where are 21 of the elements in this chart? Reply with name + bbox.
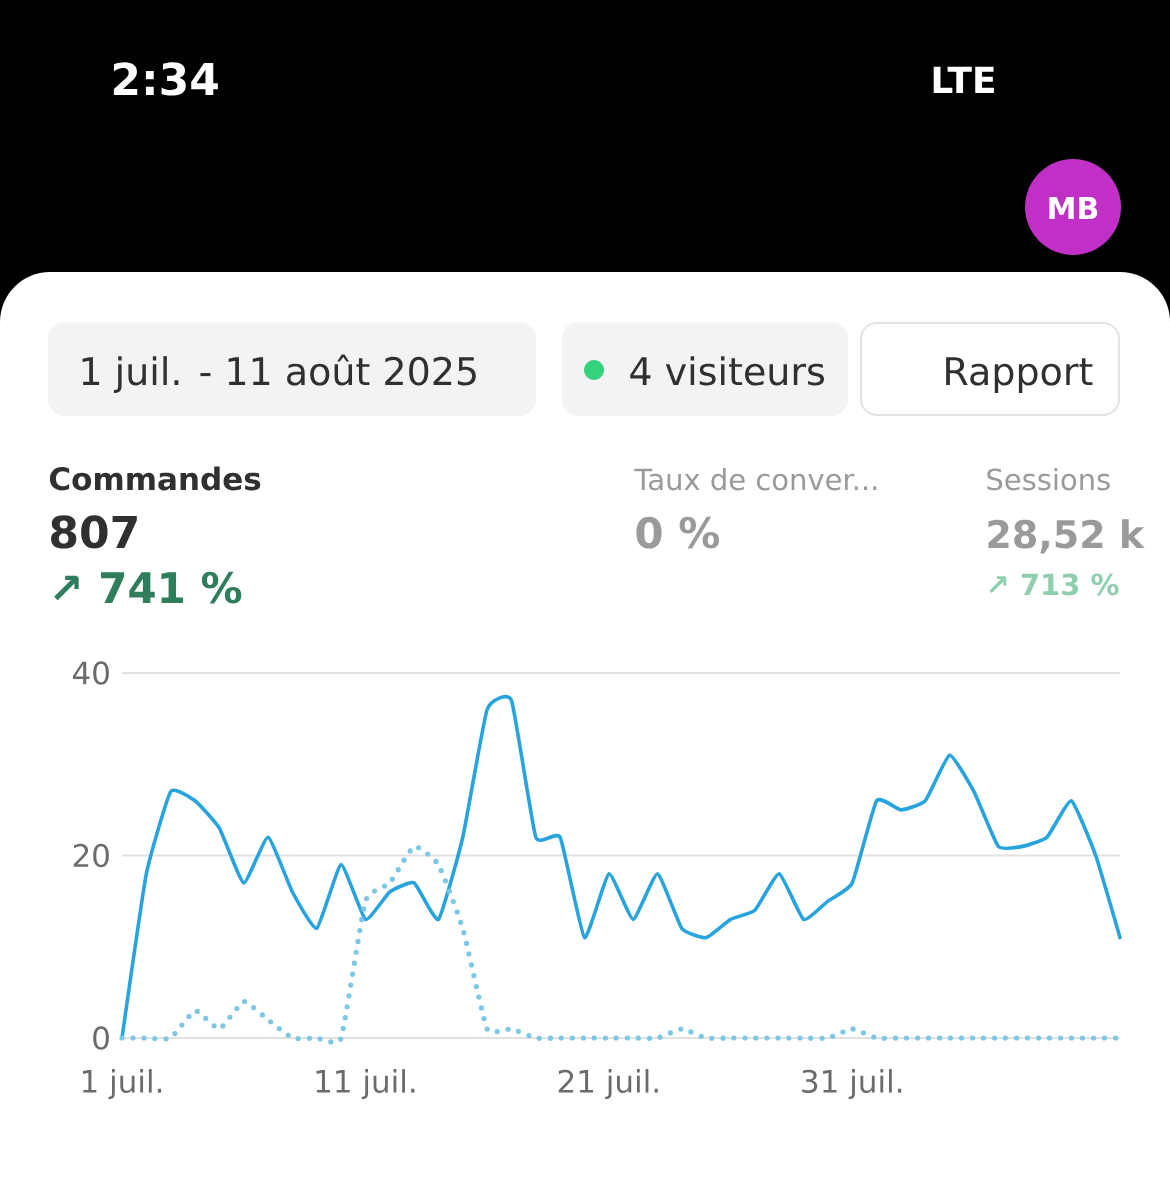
text: 1 juil. - 11 août 2025: [82, 354, 476, 393]
text: 28,52 k: [988, 519, 1145, 554]
text: MB: [1049, 197, 1098, 219]
text: Sessions: [987, 467, 1110, 491]
text: 2:34: [113, 62, 218, 96]
x-tick-label: 31 juil.: [802, 1069, 902, 1100]
text: 0 %: [636, 516, 720, 549]
y-tick-label: 0: [93, 1026, 109, 1050]
text: LTE: [933, 66, 994, 93]
text: ↗ 741 %: [54, 571, 242, 604]
text: 807: [51, 515, 137, 549]
text: ↗ 713 %: [989, 573, 1119, 596]
x-tick-label: 1 juil.: [82, 1069, 162, 1100]
x-tick-label: 11 juil.: [316, 1069, 415, 1100]
text: 4 visiteurs: [630, 356, 824, 386]
x-tick-label: 21 juil.: [558, 1069, 658, 1100]
text: Taux de conver...: [634, 467, 877, 491]
y-tick-label: 40: [72, 661, 109, 685]
y-tick-label: 20: [73, 843, 109, 868]
chart-title: Commandes: [49, 466, 261, 491]
text: Rapport: [946, 357, 1093, 393]
